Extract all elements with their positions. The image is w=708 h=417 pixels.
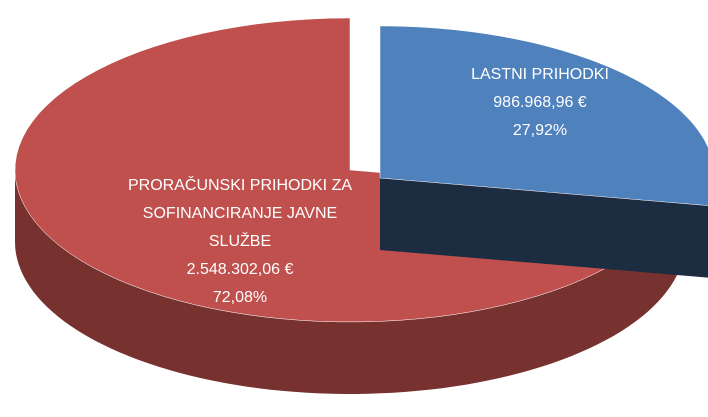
slice [379,25,708,206]
slice-label: LASTNI PRIHODKI 986.968,96 € 27,92% [420,61,660,145]
category-label: PRORAČUNSKI PRIHODKI ZA SOFINANCIRANJE J… [127,177,353,250]
slice-side [15,170,680,394]
slice-label: PRORAČUNSKI PRIHODKI ZA SOFINANCIRANJE J… [115,172,365,312]
value-label: 2.548.302,06 € [186,261,294,278]
value-label: 986.968,96 € [493,94,587,111]
category-label: LASTNI PRIHODKI [471,66,609,83]
percentage-label: 27,92% [512,122,568,139]
percentage-label: 72,08% [212,289,268,306]
slice-wall [380,178,708,278]
